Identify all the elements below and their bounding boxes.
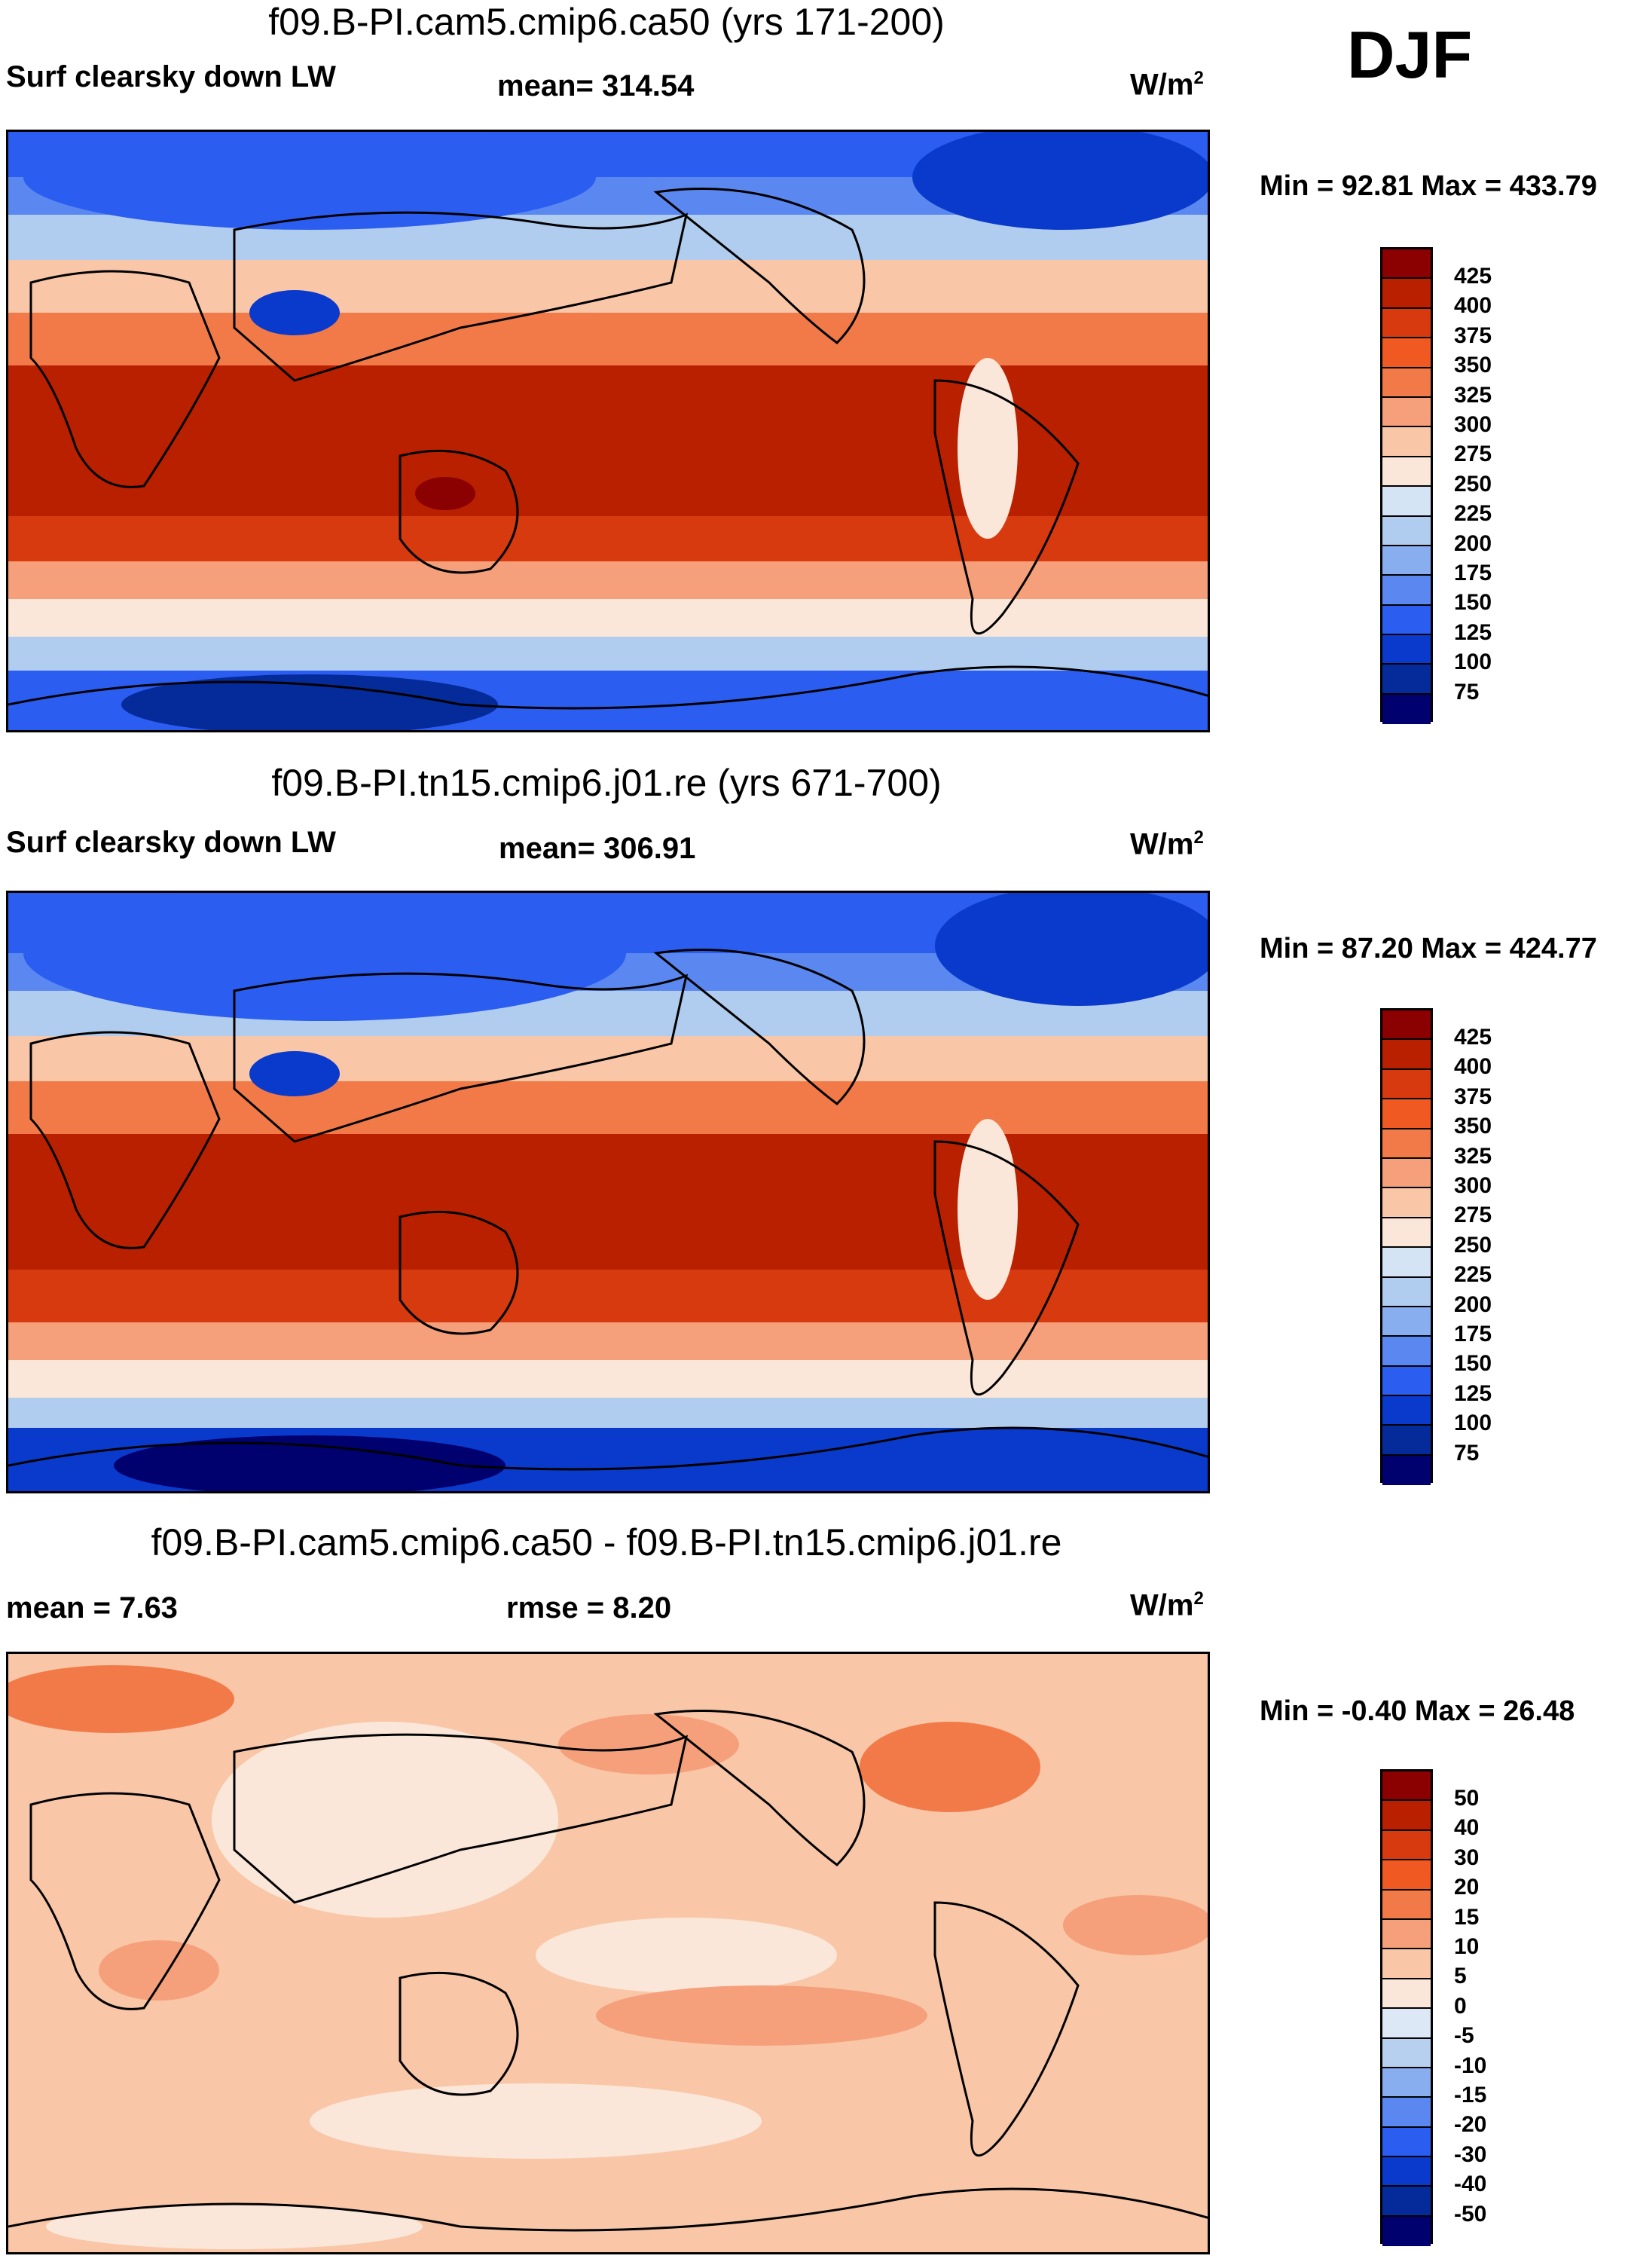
panel3-rmse-label: rmse = 8.20 <box>506 1591 672 1625</box>
colorbar-tick-label: 5 <box>1454 1964 1467 1988</box>
panel2-variable-label: Surf clearsky down LW <box>6 826 336 859</box>
colorbar-tick-label: 100 <box>1454 650 1492 674</box>
season-label: DJF <box>1347 17 1473 92</box>
colorbar-tick-label: 30 <box>1454 1845 1480 1870</box>
colorbar-tick-label: 100 <box>1454 1411 1492 1435</box>
colorbar-tick-label: 325 <box>1454 383 1492 408</box>
colorbar-tick-label: -50 <box>1454 2202 1487 2227</box>
colorbar-tick-label: 400 <box>1454 1054 1492 1079</box>
panel1-units: W/m2 <box>1130 68 1204 102</box>
colorbar-tick-label: 425 <box>1454 264 1492 289</box>
panel1-variable-label: Surf clearsky down LW <box>6 60 336 93</box>
colorbar-tick-label: -20 <box>1454 2112 1487 2137</box>
panel1-map <box>6 130 1210 732</box>
panel1-mean-label: mean= 314.54 <box>497 69 695 102</box>
colorbar-tick-label: -30 <box>1454 2142 1487 2167</box>
colorbar-tick-label: 75 <box>1454 680 1480 705</box>
colorbar-tick-label: -40 <box>1454 2172 1487 2196</box>
colorbar-tick-label: 300 <box>1454 412 1492 437</box>
panel2-units: W/m2 <box>1130 827 1204 861</box>
colorbar-tick-label: 150 <box>1454 1351 1492 1376</box>
colorbar-tick-label: 40 <box>1454 1815 1480 1840</box>
colorbar-tick-label: 150 <box>1454 590 1492 615</box>
colorbar-tick-label: 200 <box>1454 1292 1492 1317</box>
colorbar-tick-label: 325 <box>1454 1144 1492 1169</box>
colorbar-tick-label: 125 <box>1454 1381 1492 1406</box>
panel2-min-max: Min = 87.20 Max = 424.77 <box>1260 933 1597 964</box>
panel1-title: f09.B-PI.cam5.cmip6.ca50 (yrs 171-200) <box>268 1 945 43</box>
colorbar-tick-label: 250 <box>1454 1233 1492 1258</box>
panel3-mean-label: mean = 7.63 <box>6 1591 178 1625</box>
colorbar-tick-label: 275 <box>1454 1203 1492 1227</box>
panel3-units: W/m2 <box>1130 1588 1204 1622</box>
panel3-title: f09.B-PI.cam5.cmip6.ca50 - f09.B-PI.tn15… <box>151 1521 1062 1563</box>
colorbar-tick-label: 250 <box>1454 472 1492 497</box>
panel2-title: f09.B-PI.tn15.cmip6.j01.re (yrs 671-700) <box>271 762 942 804</box>
colorbar-tick-label: -15 <box>1454 2083 1487 2108</box>
colorbar-tick-label: 350 <box>1454 1114 1492 1139</box>
colorbar-tick-label: 200 <box>1454 531 1492 556</box>
panel2-map-svg <box>8 893 1208 1491</box>
colorbar-tick-label: 400 <box>1454 293 1492 318</box>
colorbar-tick-label: -10 <box>1454 2053 1487 2078</box>
colorbar-tick-label: 350 <box>1454 353 1492 377</box>
colorbar-tick-label: 375 <box>1454 323 1492 348</box>
colorbar-tick-label: 175 <box>1454 561 1492 585</box>
colorbar-tick-label: 10 <box>1454 1934 1480 1959</box>
panel3-colorbar <box>1380 1769 1433 2247</box>
colorbar-tick-label: 20 <box>1454 1875 1480 1900</box>
colorbar-tick-label: 0 <box>1454 1994 1467 2019</box>
panel1-map-svg <box>8 132 1208 730</box>
colorbar-tick-label: -5 <box>1454 2023 1474 2048</box>
colorbar-tick-label: 225 <box>1454 1262 1492 1287</box>
colorbar-tick-label: 375 <box>1454 1084 1492 1109</box>
panel2-mean-label: mean= 306.91 <box>499 832 696 865</box>
panel1-min-max: Min = 92.81 Max = 433.79 <box>1260 170 1597 202</box>
panel3-map <box>6 1652 1210 2254</box>
panel2-map <box>6 891 1210 1493</box>
colorbar-tick-label: 275 <box>1454 442 1492 466</box>
colorbar-tick-label: 75 <box>1454 1441 1480 1466</box>
panel3-min-max: Min = -0.40 Max = 26.48 <box>1260 1695 1575 1727</box>
colorbar-tick-label: 300 <box>1454 1173 1492 1198</box>
panel2-colorbar <box>1380 1008 1433 1486</box>
colorbar-tick-label: 425 <box>1454 1025 1492 1050</box>
panel3-map-svg <box>8 1654 1208 2252</box>
colorbar-tick-label: 50 <box>1454 1786 1480 1811</box>
colorbar-tick-label: 175 <box>1454 1322 1492 1346</box>
panel1-colorbar <box>1380 247 1433 725</box>
colorbar-tick-label: 125 <box>1454 620 1492 645</box>
colorbar-tick-label: 225 <box>1454 501 1492 526</box>
colorbar-tick-label: 15 <box>1454 1905 1480 1930</box>
